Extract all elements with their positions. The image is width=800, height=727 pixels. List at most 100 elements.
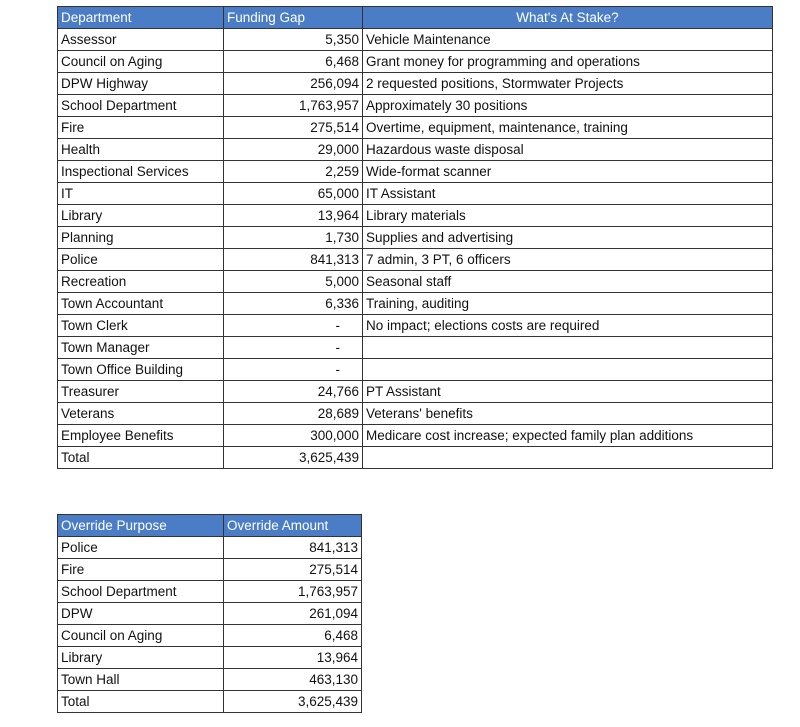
override-amount-cell: 13,964 — [223, 646, 362, 669]
override-amount-cell: 275,514 — [223, 558, 362, 581]
department-cell: Town Manager — [57, 336, 224, 359]
table-row: Town Accountant 6,336 Training, auditing — [57, 292, 773, 315]
override-amount-cell: 1,763,957 — [223, 580, 362, 603]
funding-gap-cell: 28,689 — [223, 402, 363, 425]
whats-at-stake-cell: Library materials — [362, 204, 773, 227]
table-row: Fire 275,514 Overtime, equipment, maintena… — [57, 116, 773, 139]
whats-at-stake-cell: PT Assistant — [362, 380, 773, 403]
override-purpose-cell: Council on Aging — [57, 624, 224, 647]
department-cell: School Department — [57, 94, 224, 117]
department-cell: DPW Highway — [57, 72, 224, 95]
department-cell: Police — [57, 248, 224, 271]
header-row: Override Purpose Override Amount — [57, 514, 362, 537]
funding-gap-cell: - — [223, 336, 363, 359]
table-row: Treasurer 24,766 PT Assistant — [57, 380, 773, 403]
department-cell: Veterans — [57, 402, 224, 425]
funding-gap-cell: 841,313 — [223, 248, 363, 271]
override-purpose-cell: DPW — [57, 602, 224, 625]
department-cell: Recreation — [57, 270, 224, 293]
table-row: Town Clerk - No impact; elections costs ar… — [57, 314, 773, 337]
override-purpose-header: Override Purpose — [57, 514, 224, 537]
table-row: Total 3,625,439 — [57, 690, 362, 713]
funding-gap-cell: 65,000 — [223, 182, 363, 205]
funding-gap-cell: 6,336 — [223, 292, 363, 315]
override-amount-cell: 841,313 — [223, 536, 362, 559]
whats-at-stake-cell: Vehicle Maintenance — [362, 28, 773, 51]
table-row: School Department 1,763,957 Approximately … — [57, 94, 773, 117]
table-row: Council on Aging 6,468 Grant money for pro… — [57, 50, 773, 73]
whats-at-stake-cell: Medicare cost increase; expected family … — [362, 424, 773, 447]
whats-at-stake-cell: Overtime, equipment, maintenance, traini… — [362, 116, 773, 139]
override-amount-cell: 261,094 — [223, 602, 362, 625]
table-row: Town Manager - — [57, 336, 773, 359]
override-purpose-cell: Fire — [57, 558, 224, 581]
funding-gap-cell: - — [223, 358, 363, 381]
override-amount-header: Override Amount — [223, 514, 362, 537]
department-cell: Town Clerk — [57, 314, 224, 337]
funding-gap-cell: 3,625,439 — [223, 446, 363, 469]
table-row: IT 65,000 IT Assistant — [57, 182, 773, 205]
table-row: Veterans 28,689 Veterans' benefits — [57, 402, 773, 425]
override-purpose-cell: Total — [57, 690, 224, 713]
funding-gap-cell: 256,094 — [223, 72, 363, 95]
table-row: Police 841,313 — [57, 536, 362, 559]
department-cell: Library — [57, 204, 224, 227]
header-row: Department Funding Gap What's At Stake? — [57, 6, 773, 29]
department-cell: Planning — [57, 226, 224, 249]
table-row: Inspectional Services 2,259 Wide-format sc… — [57, 160, 773, 183]
whats-at-stake-cell: Approximately 30 positions — [362, 94, 773, 117]
table-row: Council on Aging 6,468 — [57, 624, 362, 647]
table-row: School Department 1,763,957 — [57, 580, 362, 603]
funding-gap-cell: 29,000 — [223, 138, 363, 161]
funding-gap-cell: 275,514 — [223, 116, 363, 139]
department-cell: Assessor — [57, 28, 224, 51]
whats-at-stake-cell: No impact; elections costs are required — [362, 314, 773, 337]
department-cell: Town Accountant — [57, 292, 224, 315]
whats-at-stake-cell — [362, 446, 773, 469]
whats-at-stake-cell: Wide-format scanner — [362, 160, 773, 183]
table-row: Library 13,964 Library materials — [57, 204, 773, 227]
table-row: Library 13,964 — [57, 646, 362, 669]
table-row: Planning 1,730 Supplies and advertising — [57, 226, 773, 249]
table-row: Health 29,000 Hazardous waste disposal — [57, 138, 773, 161]
table-row: Total 3,625,439 — [57, 446, 773, 469]
whats-at-stake-cell: Hazardous waste disposal — [362, 138, 773, 161]
whats-at-stake-cell: IT Assistant — [362, 182, 773, 205]
department-cell: Health — [57, 138, 224, 161]
funding-gap-cell: 1,763,957 — [223, 94, 363, 117]
override-table: Override Purpose Override Amount Police 8… — [57, 514, 362, 713]
override-purpose-cell: Library — [57, 646, 224, 669]
table-row: DPW Highway 256,094 2 requested positions,… — [57, 72, 773, 95]
department-cell: Treasurer — [57, 380, 224, 403]
whats-at-stake-cell: Supplies and advertising — [362, 226, 773, 249]
override-amount-cell: 3,625,439 — [223, 690, 362, 713]
table-row: Fire 275,514 — [57, 558, 362, 581]
department-cell: Employee Benefits — [57, 424, 224, 447]
funding-gap-cell: 13,964 — [223, 204, 363, 227]
funding-gap-cell: 5,000 — [223, 270, 363, 293]
funding-gap-table: Department Funding Gap What's At Stake? … — [57, 6, 773, 469]
department-cell: Total — [57, 446, 224, 469]
funding-gap-cell: 2,259 — [223, 160, 363, 183]
override-purpose-cell: Police — [57, 536, 224, 559]
department-cell: Council on Aging — [57, 50, 224, 73]
table-row: DPW 261,094 — [57, 602, 362, 625]
whats-at-stake-cell: 2 requested positions, Stormwater Projec… — [362, 72, 773, 95]
funding-gap-cell: - — [223, 314, 363, 337]
table-row: Town Hall 463,130 — [57, 668, 362, 691]
funding-gap-cell: 300,000 — [223, 424, 363, 447]
whats-at-stake-cell — [362, 336, 773, 359]
department-header: Department — [57, 6, 224, 29]
funding-gap-cell: 6,468 — [223, 50, 363, 73]
table-row: Employee Benefits 300,000 Medicare cost in… — [57, 424, 773, 447]
funding-gap-cell: 1,730 — [223, 226, 363, 249]
override-amount-cell: 6,468 — [223, 624, 362, 647]
table-row: Town Office Building - — [57, 358, 773, 381]
table-row: Police 841,313 7 admin, 3 PT, 6 officers — [57, 248, 773, 271]
department-cell: Town Office Building — [57, 358, 224, 381]
department-cell: IT — [57, 182, 224, 205]
whats-at-stake-cell: 7 admin, 3 PT, 6 officers — [362, 248, 773, 271]
whats-at-stake-cell: Seasonal staff — [362, 270, 773, 293]
whats-at-stake-cell: Veterans' benefits — [362, 402, 773, 425]
funding-gap-cell: 24,766 — [223, 380, 363, 403]
